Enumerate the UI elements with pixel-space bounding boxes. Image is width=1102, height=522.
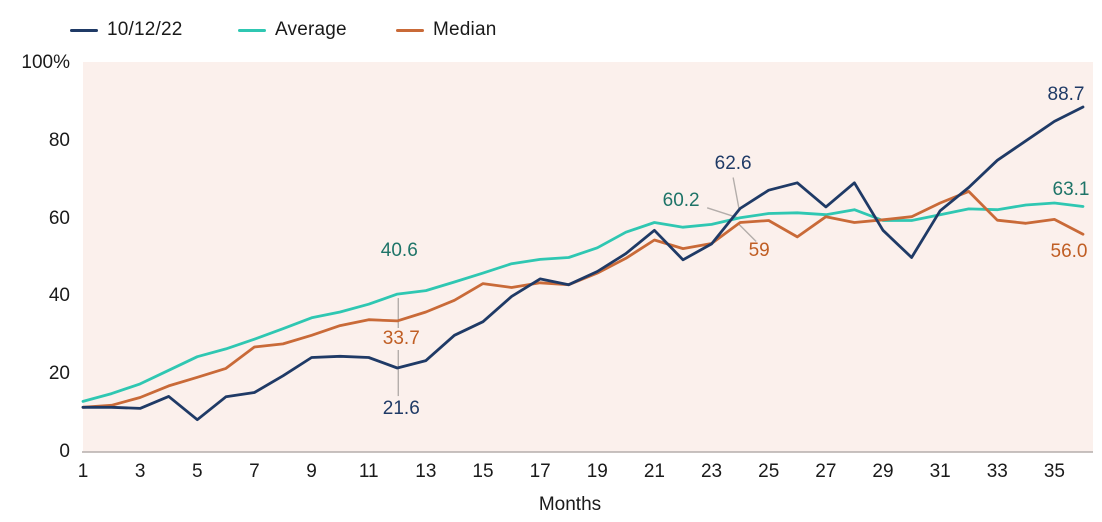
y-tick-label: 20 bbox=[48, 363, 70, 385]
legend-item-10-12-22: 10/12/22 bbox=[70, 18, 183, 42]
x-tick-label: 1 bbox=[77, 461, 89, 482]
annotation-connector bbox=[738, 223, 757, 242]
data-label-40-6: 40.6 bbox=[380, 240, 418, 262]
plot-background bbox=[83, 62, 1093, 452]
series-line-average bbox=[81, 201, 1085, 403]
x-tick-label: 33 bbox=[986, 461, 1008, 482]
data-label-60-2: 60.2 bbox=[662, 189, 700, 211]
data-label-63-1: 63.1 bbox=[1052, 178, 1090, 200]
x-tick-label: 15 bbox=[472, 461, 494, 482]
x-tick-label: 3 bbox=[134, 461, 146, 482]
y-tick-label: 0 bbox=[59, 441, 70, 462]
data-label-59: 59 bbox=[748, 240, 770, 262]
y-tick-label: 60 bbox=[48, 207, 70, 229]
legend-item-average: Average bbox=[238, 18, 347, 42]
x-tick-label: 7 bbox=[249, 461, 260, 482]
y-tick-label: 40 bbox=[48, 285, 70, 307]
data-label-21-6: 21.6 bbox=[382, 397, 420, 419]
x-tick-label: 29 bbox=[872, 461, 894, 482]
x-tick-label: 17 bbox=[529, 461, 551, 482]
data-label-62-6: 62.6 bbox=[714, 153, 752, 175]
legend-label: Average bbox=[275, 19, 347, 40]
x-tick-label: 11 bbox=[358, 461, 379, 482]
x-tick-label: 21 bbox=[643, 461, 665, 482]
x-tick-label: 31 bbox=[929, 461, 951, 482]
legend: 10/12/22 Average Median bbox=[0, 18, 1102, 42]
legend-label: 10/12/22 bbox=[107, 19, 183, 40]
legend-dash-icon bbox=[238, 28, 266, 32]
x-tick-label: 27 bbox=[815, 461, 837, 482]
data-label-88-7: 88.7 bbox=[1047, 83, 1085, 105]
data-label-56-0: 56.0 bbox=[1050, 241, 1088, 263]
x-tick-label: 9 bbox=[306, 461, 317, 482]
legend-label: Median bbox=[433, 19, 497, 40]
y-tick-label: 100% bbox=[21, 52, 70, 73]
x-tick-label: 35 bbox=[1043, 461, 1065, 482]
legend-dash-icon bbox=[396, 28, 424, 32]
legend-dash-icon bbox=[70, 28, 98, 32]
x-tick-label: 5 bbox=[191, 461, 203, 482]
x-tick-label: 13 bbox=[415, 461, 437, 482]
y-tick-label: 80 bbox=[48, 129, 70, 151]
x-axis-title: Months bbox=[538, 494, 602, 515]
x-tick-label: 25 bbox=[758, 461, 780, 482]
data-label-33-7: 33.7 bbox=[379, 327, 423, 350]
series-line-10-12-22 bbox=[81, 105, 1085, 422]
x-tick-label: 19 bbox=[586, 461, 608, 482]
legend-item-median: Median bbox=[396, 18, 497, 42]
x-tick-label: 23 bbox=[700, 461, 723, 482]
annotation-connector bbox=[732, 177, 740, 210]
